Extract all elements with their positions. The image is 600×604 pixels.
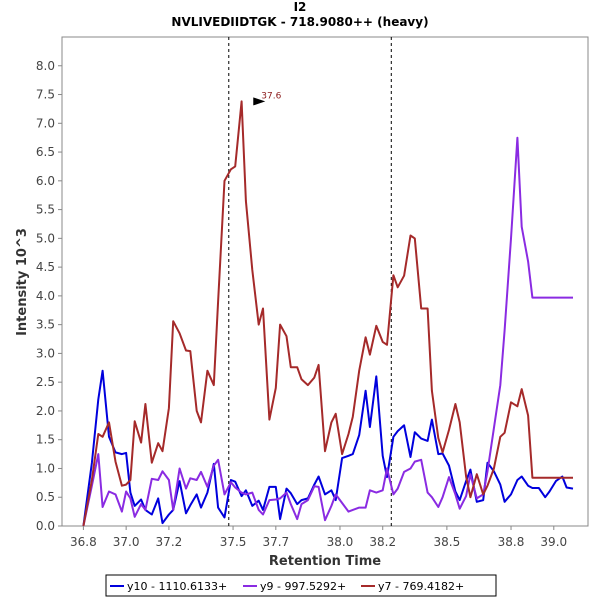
x-tick-label: 38.5 (434, 535, 461, 549)
y-tick-label: 4.0 (36, 289, 55, 303)
x-tick-label: 38.8 (498, 535, 525, 549)
series-line-1 (82, 136, 573, 527)
y-axis: 0.0 0.5 1.0 1.5 2.0 2.5 3.0 3.5 4.0 4.5 5.0 5.5 6.0 6… (36, 59, 62, 533)
y-tick-label: 5.5 (36, 203, 55, 217)
x-tick-label: 37.0 (113, 535, 140, 549)
legend-label: y7 - 769.4182+ (378, 580, 464, 593)
x-tick-label: 38.2 (369, 535, 396, 549)
y-tick-label: 6.5 (36, 145, 55, 159)
y-tick-label: 8.0 (36, 59, 55, 73)
x-axis-title: Retention Time (269, 554, 381, 569)
y-tick-label: 1.5 (36, 433, 55, 447)
y-tick-label: 3.5 (36, 318, 55, 332)
y-tick-label: 0.0 (36, 519, 55, 533)
legend-label: y10 - 1110.6133+ (127, 580, 227, 593)
x-tick-label: 38.0 (327, 535, 354, 549)
series-line-0 (82, 369, 574, 527)
x-tick-label: 36.8 (70, 535, 97, 549)
legend-label: y9 - 997.5292+ (260, 580, 346, 593)
peak-arrow (253, 97, 266, 106)
peak-annotation-label: 37.6 (261, 91, 281, 101)
series-line-2 (82, 100, 573, 527)
x-tick-label: 39.0 (540, 535, 567, 549)
x-axis: 36.8 37.0 37.2 37.5 37.7 38.0 38.2 38.5 38.8 39.0 (70, 526, 567, 549)
annotation-layer: 37.6 (253, 91, 282, 106)
y-tick-label: 2.0 (36, 404, 55, 418)
y-tick-label: 7.0 (36, 116, 55, 130)
y-tick-label: 7.5 (36, 88, 55, 102)
y-axis-title: Intensity 10^3 (15, 228, 30, 336)
y-tick-label: 6.0 (36, 174, 55, 188)
y-tick-label: 3.0 (36, 346, 55, 360)
x-tick-label: 37.2 (156, 535, 183, 549)
y-tick-label: 1.0 (36, 461, 55, 475)
plot-area (61, 36, 589, 527)
x-tick-label: 37.5 (220, 535, 247, 549)
legend (105, 574, 497, 597)
chart-subtitle: NVLIVEDIIDTGK - 718.9080++ (heavy) (171, 15, 428, 29)
series-layer (82, 100, 574, 527)
chart-title: I2 (294, 0, 307, 14)
y-tick-label: 2.5 (36, 375, 55, 389)
y-tick-label: 4.5 (36, 260, 55, 274)
y-tick-label: 5.0 (36, 231, 55, 245)
legend-items: y10 - 1110.6133+ y9 - 997.5292+ y7 - 769.4… (110, 580, 464, 593)
x-tick-label: 37.7 (262, 535, 289, 549)
y-tick-label: 0.5 (36, 490, 55, 504)
